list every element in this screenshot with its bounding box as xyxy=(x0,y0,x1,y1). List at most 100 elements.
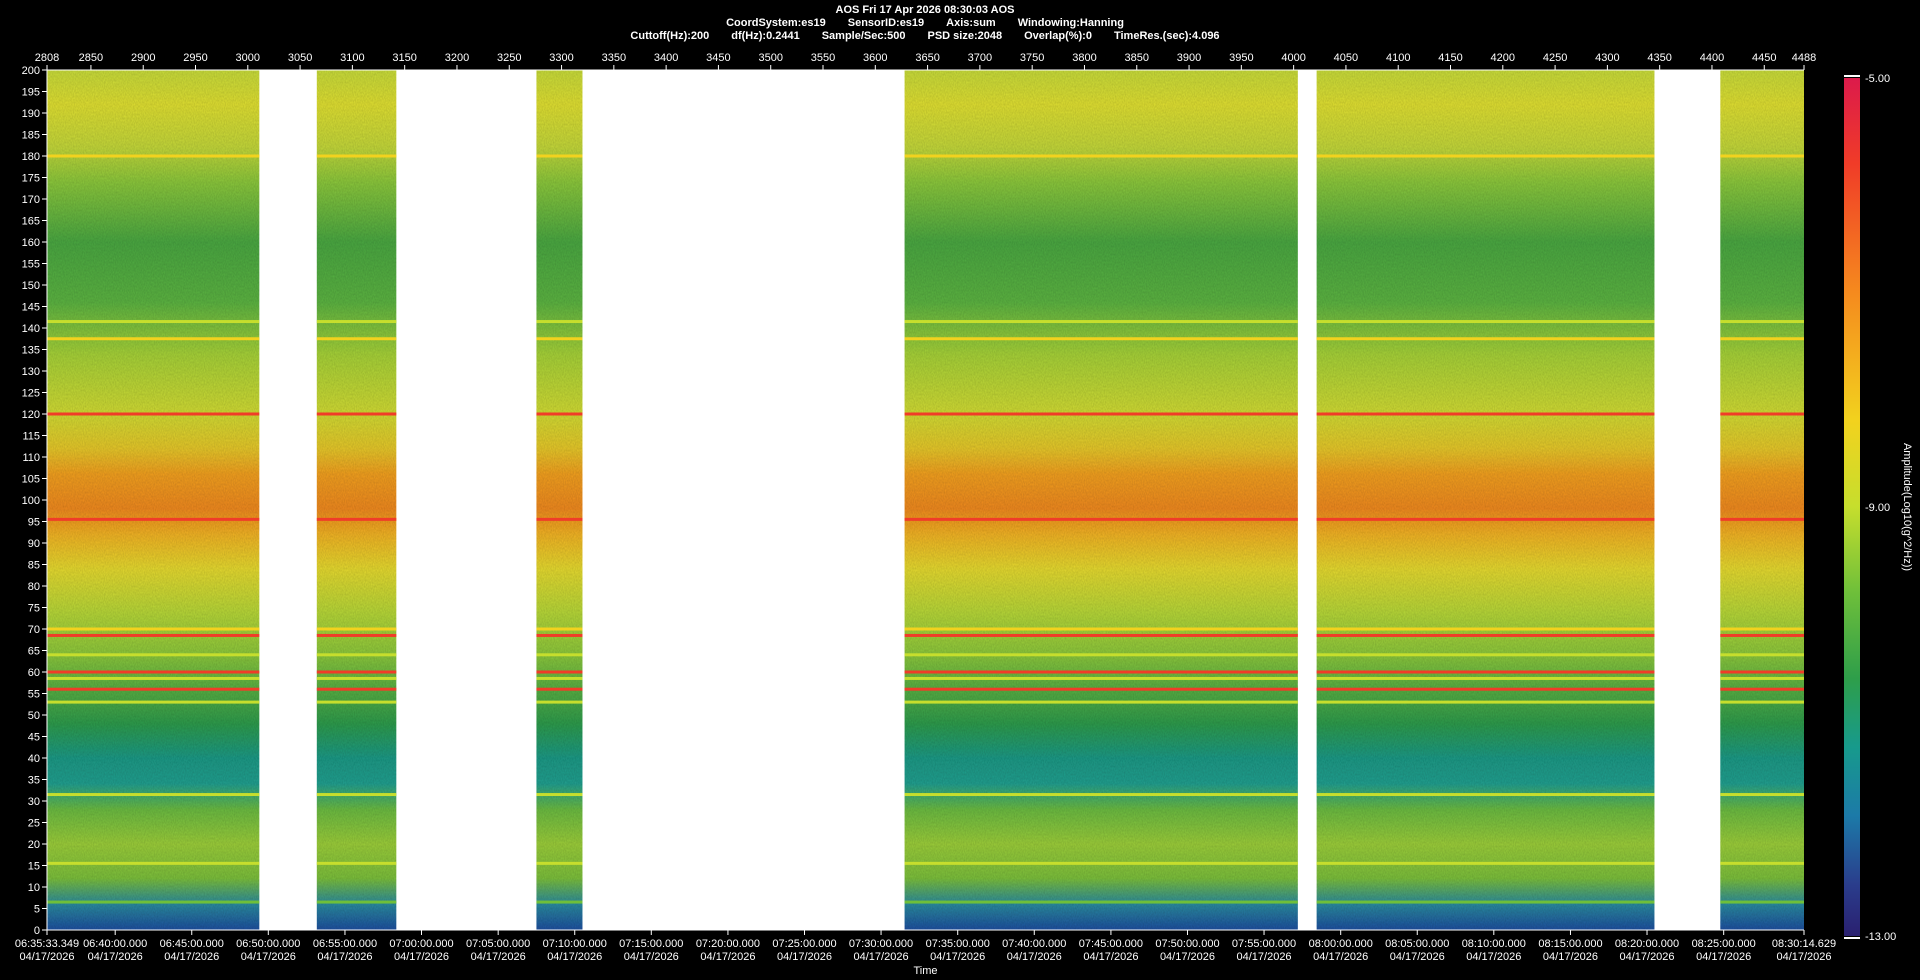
spectral-line xyxy=(904,517,1298,521)
time-tick-label: 06:45:00.000 xyxy=(160,938,224,950)
y-tick-label: 60 xyxy=(28,667,40,679)
spectrogram-segment xyxy=(536,70,583,930)
spectral-line xyxy=(536,412,583,416)
spectral-line xyxy=(536,687,583,691)
y-tick-label: 15 xyxy=(28,861,40,873)
spectral-line xyxy=(1720,412,1804,416)
spectral-line xyxy=(47,320,260,324)
y-tick-label: 80 xyxy=(28,581,40,593)
top-tick-label: 2950 xyxy=(183,52,207,64)
spectral-line xyxy=(47,337,260,341)
spectral-line xyxy=(904,900,1298,904)
date-tick-label: 04/17/2026 xyxy=(317,951,372,963)
header-param-window: Windowing:Hanning xyxy=(1017,17,1124,29)
spectral-line xyxy=(536,670,583,674)
chart-title: AOS Fri 17 Apr 2026 08:30:03 AOS xyxy=(835,4,1015,16)
y-tick-label: 120 xyxy=(22,409,40,421)
spectral-line xyxy=(904,320,1298,324)
top-tick-label: 3750 xyxy=(1020,52,1044,64)
spectral-line xyxy=(904,670,1298,674)
time-tick-label: 07:25:00.000 xyxy=(772,938,836,950)
spectral-line xyxy=(904,412,1298,416)
top-tick-label: 3600 xyxy=(863,52,887,64)
top-tick-label: 4400 xyxy=(1700,52,1724,64)
time-tick-label: 07:35:00.000 xyxy=(926,938,990,950)
header-param-psd: PSD size:2048 xyxy=(927,30,1003,42)
y-tick-label: 190 xyxy=(22,108,40,120)
spectral-line xyxy=(1316,517,1655,521)
y-tick-label: 30 xyxy=(28,796,40,808)
time-tick-label: 07:15:00.000 xyxy=(619,938,683,950)
chart-header: AOS Fri 17 Apr 2026 08:30:03 AOS CoordSy… xyxy=(0,4,1850,43)
spectral-line xyxy=(47,154,260,158)
spectral-line xyxy=(47,633,260,637)
spectral-line xyxy=(904,627,1298,631)
spectral-line xyxy=(1720,700,1804,704)
date-tick-label: 04/17/2026 xyxy=(1160,951,1215,963)
date-tick-label: 04/17/2026 xyxy=(19,951,74,963)
spectrogram-segment xyxy=(316,70,397,930)
colorbar-tick-label: -9.00 xyxy=(1865,502,1890,514)
spectral-line xyxy=(47,861,260,865)
y-tick-label: 20 xyxy=(28,839,40,851)
y-tick-label: 90 xyxy=(28,538,40,550)
time-tick-label: 08:20:00.000 xyxy=(1615,938,1679,950)
date-tick-label: 04/17/2026 xyxy=(164,951,219,963)
top-tick-label: 3850 xyxy=(1125,52,1149,64)
y-tick-label: 10 xyxy=(28,882,40,894)
spectral-line xyxy=(1316,412,1655,416)
y-tick-label: 115 xyxy=(22,431,40,443)
spectral-line xyxy=(536,517,583,521)
date-tick-label: 04/17/2026 xyxy=(471,951,526,963)
time-tick-label: 07:45:00.000 xyxy=(1079,938,1143,950)
top-tick-label: 4050 xyxy=(1334,52,1358,64)
spectral-line xyxy=(316,861,397,865)
spectral-line xyxy=(1316,900,1655,904)
time-tick-label: 07:40:00.000 xyxy=(1002,938,1066,950)
data-segment xyxy=(1720,70,1804,930)
spectral-line xyxy=(904,653,1298,657)
spectrogram-segment xyxy=(1720,70,1804,930)
top-tick-label: 4100 xyxy=(1386,52,1410,64)
y-tick-label: 85 xyxy=(28,560,40,572)
colorbar: -5.00 -9.00 -13.00 Amplitude(Log10(g^2/Hz)) xyxy=(1844,73,1913,943)
header-param-overlap: Overlap(%):0 xyxy=(1024,30,1092,42)
y-tick-label: 45 xyxy=(28,732,40,744)
header-param-timeres: TimeRes.(sec):4.096 xyxy=(1113,30,1220,42)
time-tick-label: 07:30:00.000 xyxy=(849,938,913,950)
spectral-line xyxy=(1720,337,1804,341)
date-tick-label: 04/17/2026 xyxy=(1313,951,1368,963)
data-segment xyxy=(536,70,583,930)
header-param-rate: Sample/Sec:500 xyxy=(821,30,906,42)
x-axis-label: Time xyxy=(913,965,937,977)
header-params-row-1: CoordSystem:es19 SensorID:es19 Axis:sum … xyxy=(0,17,1850,30)
time-tick-label: 07:50:00.000 xyxy=(1155,938,1219,950)
spectral-line xyxy=(47,676,260,680)
top-tick-label: 3150 xyxy=(392,52,416,64)
y-tick-label: 5 xyxy=(34,904,40,916)
spectral-line xyxy=(1316,627,1655,631)
header-param-coord: CoordSystem:es19 xyxy=(726,17,826,29)
spectral-line xyxy=(904,337,1298,341)
top-tick-label: 3450 xyxy=(706,52,730,64)
spectral-line xyxy=(536,653,583,657)
top-tick-label: 4300 xyxy=(1595,52,1619,64)
spectral-line xyxy=(316,676,397,680)
spectral-line xyxy=(1316,320,1655,324)
spectral-line xyxy=(536,861,583,865)
spectral-line xyxy=(1316,670,1655,674)
spectral-line xyxy=(536,676,583,680)
y-tick-label: 70 xyxy=(28,624,40,636)
axes: 0 5 10 15 20 25 30 35 40 45 50 55 60 65 70 75 80 85 90 95 10… xyxy=(15,52,1836,977)
time-tick-label: 08:05:00.000 xyxy=(1385,938,1449,950)
y-tick-label: 145 xyxy=(22,302,40,314)
spectral-line xyxy=(316,337,397,341)
spectral-line xyxy=(316,627,397,631)
top-tick-label: 3800 xyxy=(1072,52,1096,64)
time-tick-label: 07:00:00.000 xyxy=(389,938,453,950)
spectral-line xyxy=(1316,861,1655,865)
data-segment xyxy=(316,70,397,930)
top-tick-label: 3400 xyxy=(654,52,678,64)
time-tick-label: 07:55:00.000 xyxy=(1232,938,1296,950)
top-tick-label: 3300 xyxy=(549,52,573,64)
